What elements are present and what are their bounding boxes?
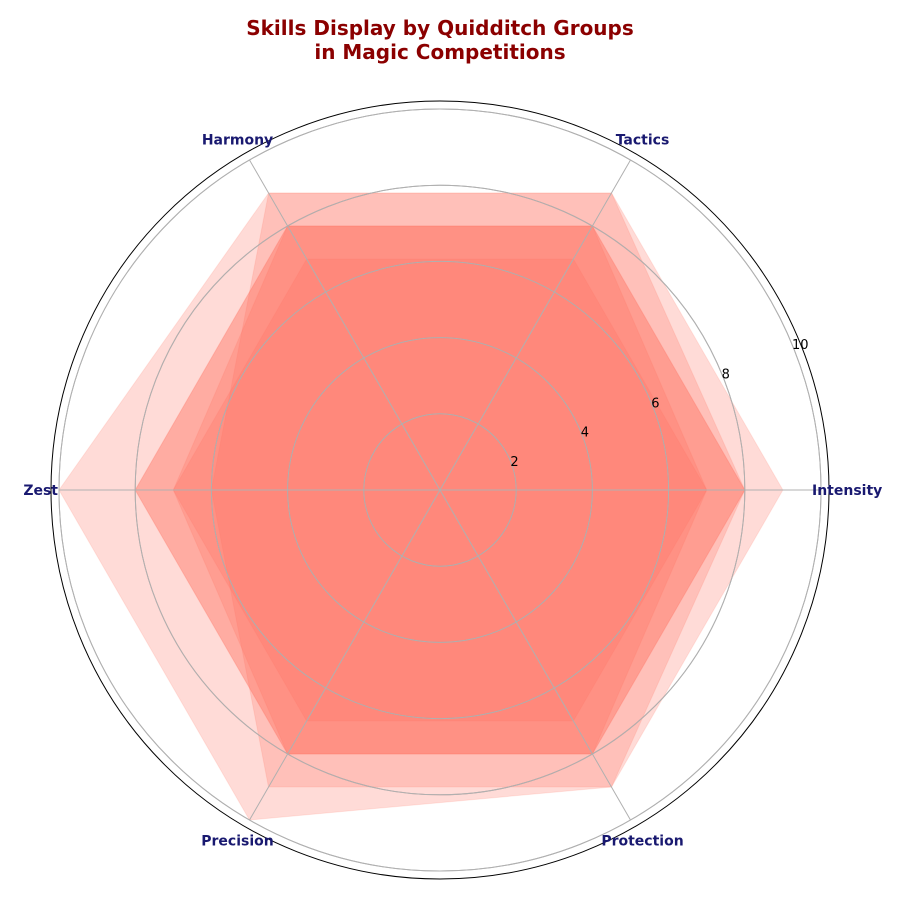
gridline-circle-10 — [58, 108, 822, 872]
label-layer: Intensity Tactics Harmony Zest Precision Prot… — [23, 132, 882, 849]
category-label-zest: Zest — [23, 483, 58, 499]
gridline-circle-8 — [134, 184, 746, 796]
category-label-protection: Protection — [601, 834, 683, 850]
gridline-circle-4 — [287, 337, 593, 643]
polar-frame — [50, 100, 830, 880]
frame-layer — [50, 100, 830, 880]
chart-title: Skills Display by Quidditch Groups in Ma… — [0, 16, 880, 64]
category-label-harmony: Harmony — [202, 132, 273, 148]
radial-tick-label-6: 6 — [651, 397, 659, 412]
radial-tick-label-2: 2 — [510, 455, 518, 470]
series-layer — [58, 192, 784, 821]
category-label-precision: Precision — [201, 834, 273, 850]
spoke-tactics — [439, 159, 631, 491]
gridline-circle-2 — [363, 413, 517, 567]
chart-title-line-2: in Magic Competitions — [314, 40, 566, 64]
category-label-intensity: Intensity — [812, 483, 882, 499]
category-label-tactics: Tactics — [616, 132, 670, 148]
spoke-harmony — [249, 159, 441, 491]
gridline-circle-6 — [210, 260, 670, 720]
radial-tick-label-8: 8 — [722, 367, 730, 382]
radial-tick-label-10: 10 — [792, 338, 809, 353]
spoke-precision — [249, 489, 441, 821]
spoke-protection — [439, 489, 631, 821]
radial-tick-label-4: 4 — [581, 426, 589, 441]
chart-title-line-1: Skills Display by Quidditch Groups — [246, 16, 634, 40]
